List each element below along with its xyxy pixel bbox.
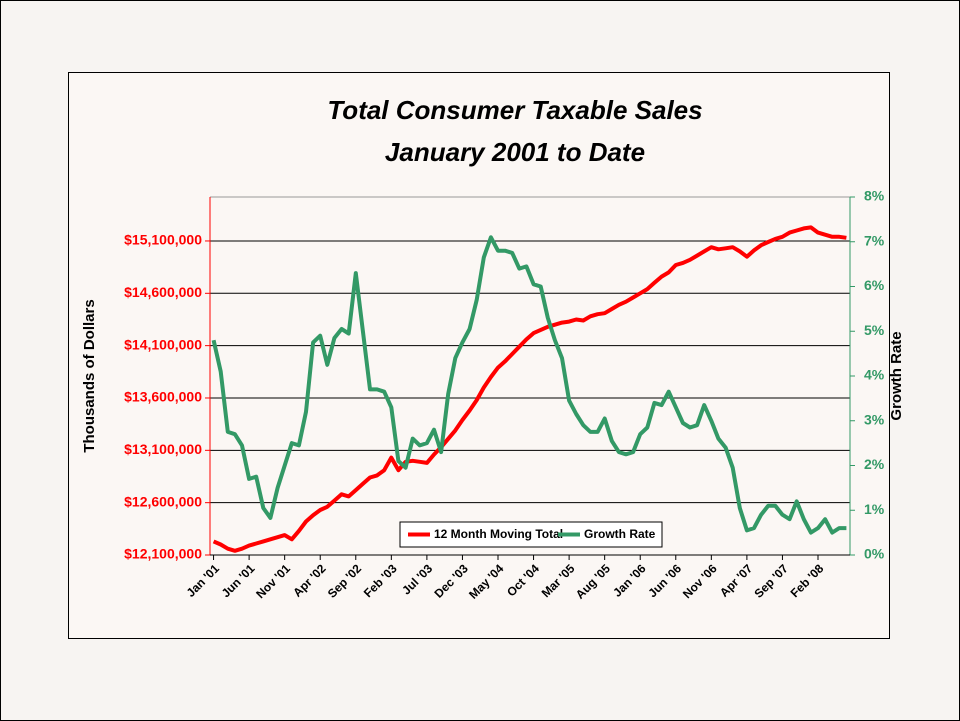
- y-tick-label: $13,600,000: [124, 389, 202, 405]
- y2-tick-label: 0%: [864, 546, 885, 562]
- chart-title: Total Consumer Taxable Sales: [327, 95, 702, 125]
- y-tick-label: $12,600,000: [124, 493, 202, 509]
- legend-label: Growth Rate: [584, 527, 656, 541]
- chart-subtitle: January 2001 to Date: [385, 137, 645, 167]
- y2-tick-label: 7%: [864, 232, 885, 248]
- legend-label: 12 Month Moving Total: [434, 527, 563, 541]
- y2-tick-label: 2%: [864, 456, 885, 472]
- y2-tick-label: 6%: [864, 277, 885, 293]
- y-tick-label: $13,100,000: [124, 441, 202, 457]
- y2-tick-label: 3%: [864, 411, 885, 427]
- y2-tick-label: 1%: [864, 501, 885, 517]
- y2-axis-label: Growth Rate: [888, 331, 905, 420]
- chart: Total Consumer Taxable Sales January 200…: [0, 0, 960, 721]
- y-tick-label: $14,600,000: [124, 284, 202, 300]
- y-tick-label: $15,100,000: [124, 232, 202, 248]
- y-tick-label: $14,100,000: [124, 336, 202, 352]
- y2-tick-label: 8%: [864, 188, 885, 204]
- y-axis-label: Thousands of Dollars: [81, 299, 98, 452]
- y-tick-label: $12,100,000: [124, 546, 202, 562]
- y2-tick-label: 5%: [864, 322, 885, 338]
- y2-tick-label: 4%: [864, 367, 885, 383]
